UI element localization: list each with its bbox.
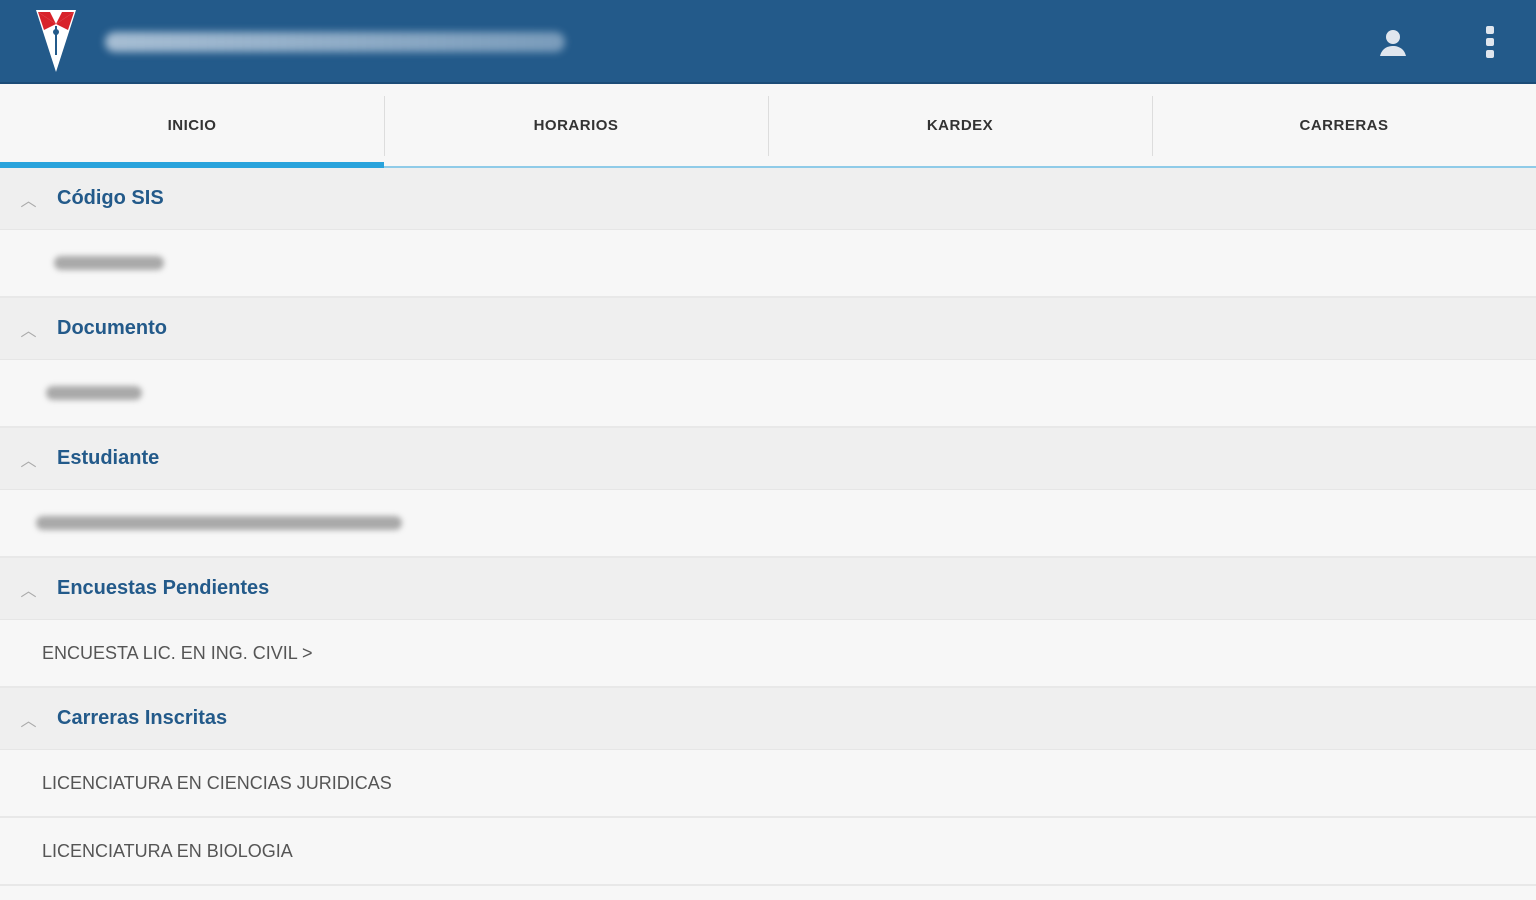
- section-title: Encuestas Pendientes: [57, 577, 270, 599]
- tab-kardex[interactable]: KARDEX: [768, 84, 1152, 168]
- tab-horarios[interactable]: HORARIOS: [384, 84, 768, 168]
- codigo-value: [0, 230, 1536, 298]
- section-header[interactable]: ︿ Documento: [0, 298, 1536, 360]
- section-header[interactable]: ︿ Estudiante: [0, 428, 1536, 490]
- section-title: Estudiante: [57, 447, 160, 469]
- tab-carreras[interactable]: CARRERAS: [1152, 84, 1536, 168]
- app-title-redacted: [105, 32, 565, 52]
- tab-inicio[interactable]: INICIO: [0, 84, 384, 168]
- documento-value: [0, 360, 1536, 428]
- more-vert-icon[interactable]: [1470, 22, 1510, 62]
- section-header[interactable]: ︿ Encuestas Pendientes: [0, 558, 1536, 620]
- chevron-up-icon: ︿: [20, 322, 37, 340]
- redacted-value: [46, 386, 142, 400]
- section-header[interactable]: ︿ Carreras Inscritas: [0, 688, 1536, 750]
- list-item[interactable]: LICENCIATURA EN CIENCIAS JURIDICAS: [0, 750, 1536, 818]
- section-title: Documento: [57, 317, 167, 339]
- section-estudiante: ︿ Estudiante: [0, 428, 1536, 558]
- redacted-value: [36, 516, 402, 530]
- chevron-up-icon: ︿: [20, 192, 37, 210]
- section-codigo-sis: ︿ Código SIS: [0, 168, 1536, 298]
- section-encuestas: ︿ Encuestas Pendientes ENCUESTA LIC. EN I…: [0, 558, 1536, 688]
- section-documento: ︿ Documento: [0, 298, 1536, 428]
- chevron-up-icon: ︿: [20, 582, 37, 600]
- redacted-value: [54, 256, 164, 270]
- chevron-up-icon: ︿: [20, 452, 37, 470]
- tab-bar: INICIO HORARIOS KARDEX CARRERAS: [0, 84, 1536, 168]
- list-item[interactable]: LICENCIATURA EN BIOLOGIA: [0, 818, 1536, 886]
- app-bar: [0, 0, 1536, 84]
- encuesta-link[interactable]: ENCUESTA LIC. EN ING. CIVIL >: [0, 620, 1536, 688]
- section-carreras-inscritas: ︿ Carreras Inscritas LICENCIATURA EN CIEN…: [0, 688, 1536, 886]
- estudiante-value: [0, 490, 1536, 558]
- chevron-up-icon: ︿: [20, 712, 37, 730]
- account-icon[interactable]: [1373, 22, 1413, 62]
- section-title: Carreras Inscritas: [57, 707, 228, 729]
- university-logo: [36, 10, 76, 72]
- section-title: Código SIS: [57, 187, 164, 209]
- section-header[interactable]: ︿ Código SIS: [0, 168, 1536, 230]
